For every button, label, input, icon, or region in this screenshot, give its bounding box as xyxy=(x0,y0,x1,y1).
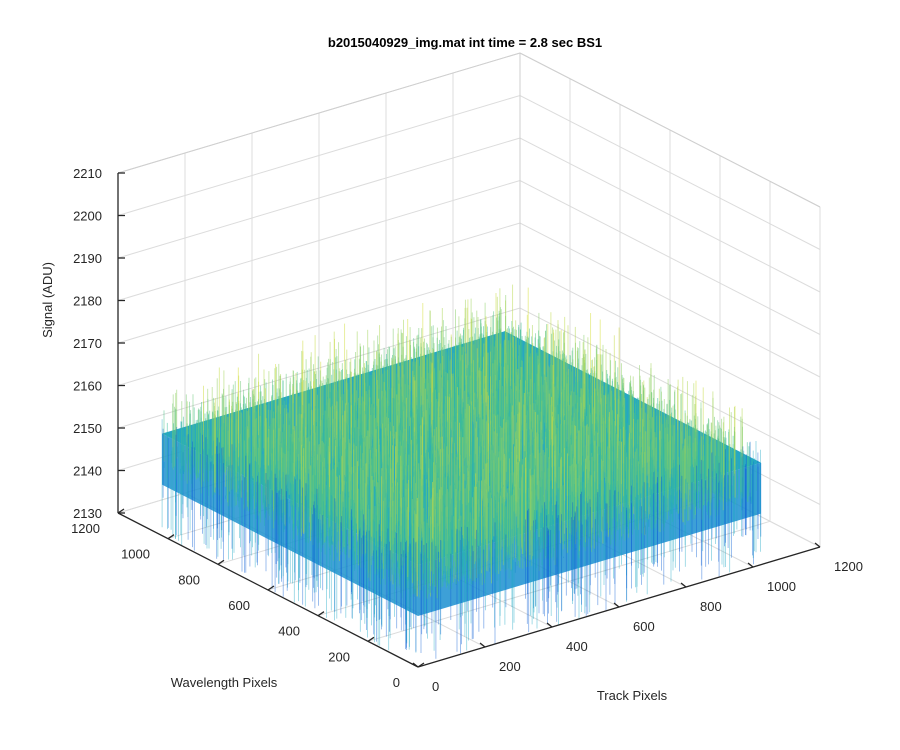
box-edge xyxy=(519,52,821,208)
box-edge xyxy=(117,52,521,174)
signal-surface xyxy=(161,284,762,659)
